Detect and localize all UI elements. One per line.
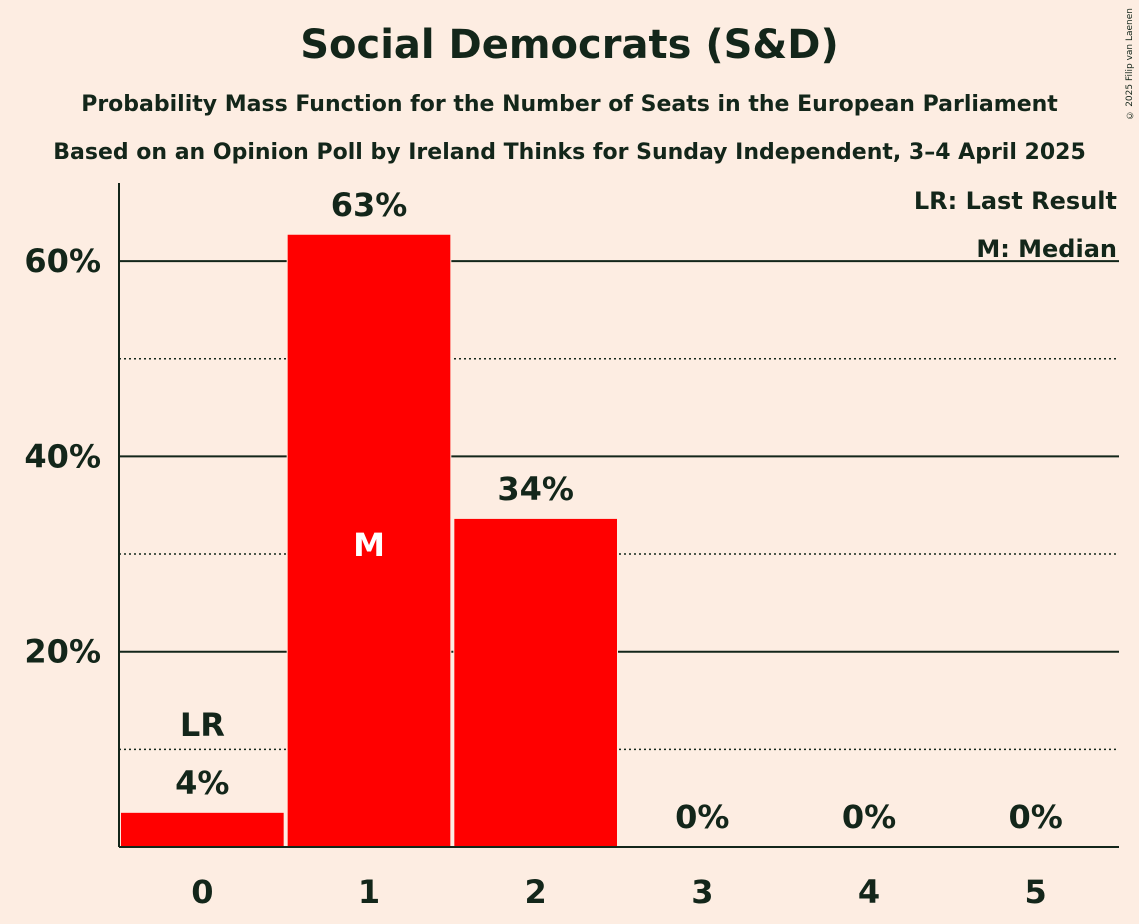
median-marker: M — [353, 526, 385, 564]
chart-subtitle: Probability Mass Function for the Number… — [81, 92, 1058, 117]
x-tick-label: 2 — [525, 873, 547, 911]
data-label: 0% — [842, 798, 896, 836]
bars — [120, 232, 618, 848]
legend-median: M: Median — [976, 235, 1117, 263]
y-tick-label: 20% — [24, 633, 101, 671]
legend-last-result: LR: Last Result — [914, 187, 1117, 215]
axes: 20% 40% 60% 0 1 2 3 4 5 — [24, 183, 1119, 911]
x-tick-label: 3 — [691, 873, 713, 911]
x-tick-label: 5 — [1025, 873, 1047, 911]
last-result-marker: LR — [180, 706, 225, 744]
bar — [287, 234, 451, 848]
bar — [121, 812, 284, 847]
bar — [454, 518, 617, 847]
data-label: 34% — [497, 470, 574, 508]
data-label: 0% — [675, 798, 729, 836]
data-label: 4% — [175, 764, 229, 802]
x-tick-label: 1 — [358, 873, 380, 911]
chart-title: Social Democrats (S&D) — [300, 22, 839, 68]
data-labels: 4% LR 63% M 34% 0% 0% 0% — [175, 186, 1063, 836]
y-tick-label: 40% — [24, 437, 101, 475]
data-label: 0% — [1009, 798, 1063, 836]
x-tick-label: 0 — [191, 873, 213, 911]
chart-source: Based on an Opinion Poll by Ireland Thin… — [53, 140, 1086, 165]
x-tick-label: 4 — [858, 873, 880, 911]
data-label: 63% — [331, 186, 408, 224]
y-tick-label: 60% — [24, 242, 101, 280]
gridlines — [119, 260, 1119, 751]
